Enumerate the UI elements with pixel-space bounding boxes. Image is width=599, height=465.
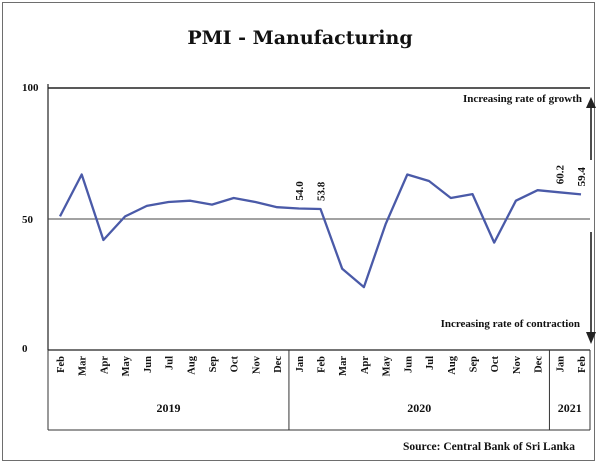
x-tick-label: Aug xyxy=(186,355,197,374)
x-tick-label: May xyxy=(121,355,132,376)
x-tick-label: Jun xyxy=(143,356,154,373)
source-note: Source: Central Bank of Sri Lanka xyxy=(403,441,575,453)
x-axis: Feb Mar Apr May Jun Jul Aug Sep Oct Nov Dec Jan Feb M… xyxy=(47,350,591,431)
y-tick-label: 0 xyxy=(22,343,28,355)
growth-arrow-head xyxy=(586,97,596,108)
x-tick-label: Apr xyxy=(99,356,110,374)
contraction-arrow-head xyxy=(586,332,596,344)
x-tick-label: Jun xyxy=(403,356,414,373)
pmi-series-line xyxy=(58,173,582,289)
growth-annotation: Increasing rate of growth xyxy=(463,93,582,105)
x-tick-label: Apr xyxy=(360,356,371,374)
x-tick-label: Feb xyxy=(317,356,328,373)
x-tick-label: Oct xyxy=(230,356,241,373)
x-tick-label: Feb xyxy=(56,356,67,373)
x-tick-label: May xyxy=(382,355,393,376)
contraction-annotation: Increasing rate of contraction xyxy=(441,318,580,330)
data-label: 59.4 xyxy=(576,167,588,187)
data-label: 53.8 xyxy=(316,181,328,201)
x-tick-label: Oct xyxy=(490,356,501,373)
x-tick-label: Jul xyxy=(425,356,436,370)
year-label: 2019 xyxy=(156,401,180,415)
x-tick-label: Mar xyxy=(78,356,89,376)
x-tick-label: Feb xyxy=(577,356,588,373)
x-tick-label: Jul xyxy=(165,356,176,370)
year-label: 2021 xyxy=(558,401,582,415)
data-label: 54.0 xyxy=(294,181,306,201)
axes: 0 50 100 xyxy=(22,82,596,355)
x-tick-label: Jan xyxy=(295,356,306,373)
x-tick-label: Aug xyxy=(447,355,458,374)
data-labels: 54.0 53.8 60.2 59.4 xyxy=(294,165,588,202)
x-tick-label: Nov xyxy=(251,355,262,374)
x-tick-label: Dec xyxy=(534,356,545,373)
year-label: 2020 xyxy=(407,401,431,415)
x-tick-label: Nov xyxy=(512,355,523,374)
data-label: 60.2 xyxy=(554,165,566,185)
x-tick-label: Dec xyxy=(273,356,284,373)
y-tick-label: 50 xyxy=(22,214,34,226)
x-tick-label: Sep xyxy=(208,356,219,373)
y-tick-label: 100 xyxy=(22,82,39,94)
x-tick-label: Jan xyxy=(555,356,566,373)
series xyxy=(58,173,582,289)
x-tick-label: Sep xyxy=(468,356,479,373)
x-tick-label: Mar xyxy=(338,356,349,376)
chart-title: PMI - Manufacturing xyxy=(187,27,412,49)
